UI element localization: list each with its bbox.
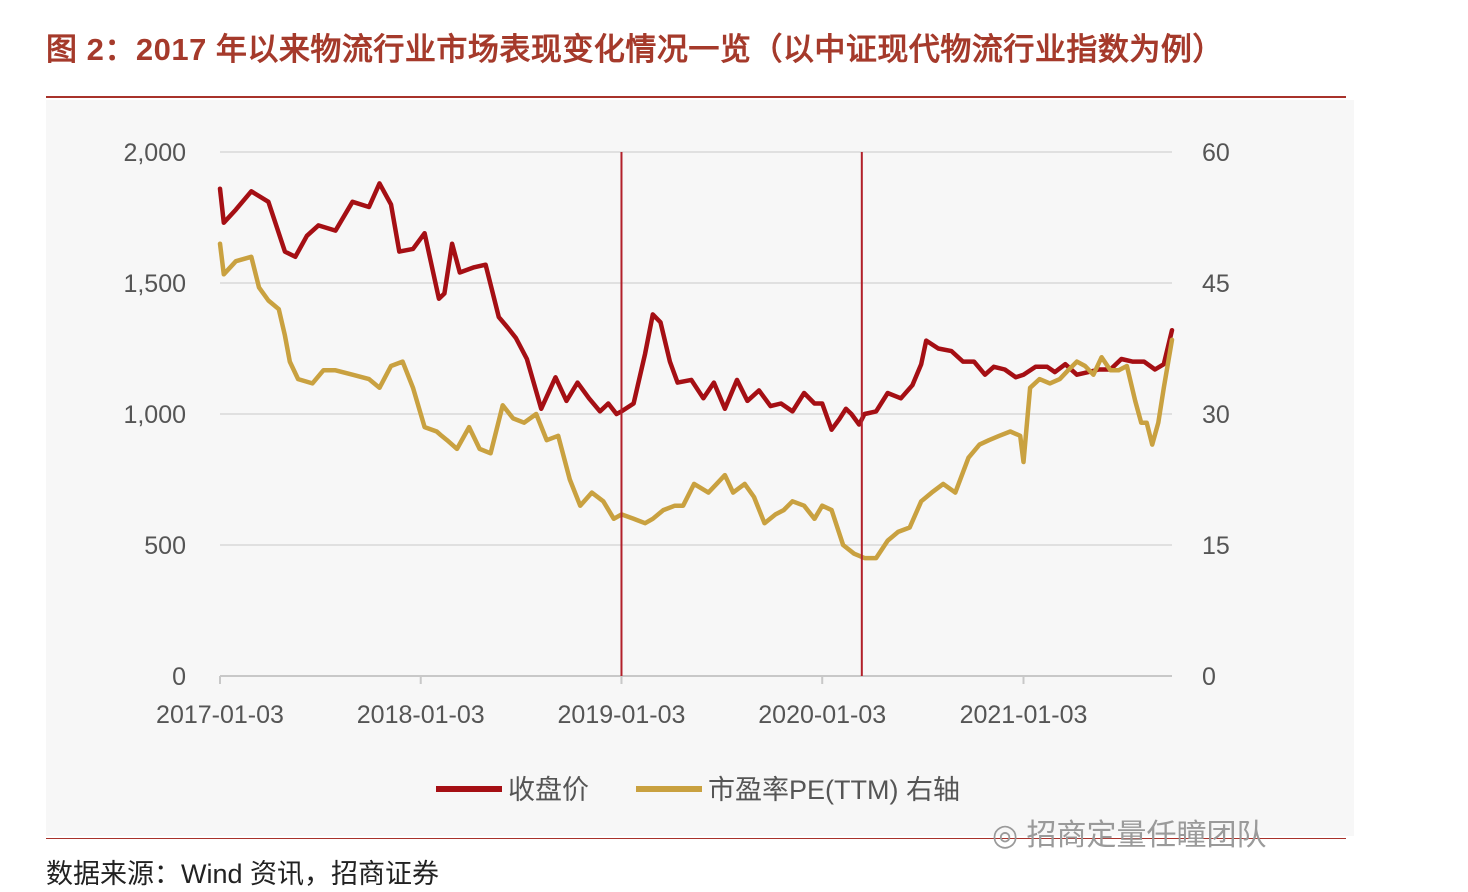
- footer-rule: [46, 838, 1346, 839]
- close-price-series-line: [217, 181, 1175, 432]
- title-rule: [46, 96, 1346, 98]
- x-tick-label: 2019-01-03: [558, 701, 686, 729]
- plot-background: [46, 100, 1354, 836]
- y-left-tick-label: 1,500: [123, 270, 186, 298]
- figure-title: 图 2：2017 年以来物流行业市场表现变化情况一览（以中证现代物流行业指数为例…: [46, 32, 1224, 67]
- legend-item-pe-ttm-label: 市盈率PE(TTM) 右轴: [708, 775, 960, 805]
- pe-ttm-series-line: [217, 241, 1175, 561]
- wechat-icon: ◎: [992, 819, 1019, 852]
- y-right-tick-label: 45: [1202, 270, 1230, 298]
- y-right-tick-label: 0: [1202, 663, 1216, 691]
- x-tick-label: 2018-01-03: [357, 701, 485, 729]
- watermark-text: 招商定量任瞳团队: [1026, 819, 1267, 852]
- x-tick-label: 2017-01-03: [156, 701, 284, 729]
- axes: 0 500 1,000 1,500 2,000 0 15 30 45 60 2017-01-03 20…: [123, 139, 1229, 729]
- y-right-tick-label: 15: [1202, 532, 1230, 560]
- y-right-tick-label: 30: [1202, 401, 1230, 429]
- x-tick-label: 2021-01-03: [960, 701, 1088, 729]
- x-tick-label: 2020-01-03: [758, 701, 886, 729]
- y-left-tick-label: 1,000: [123, 401, 186, 429]
- y-left-tick-label: 500: [144, 532, 186, 560]
- y-left-tick-label: 0: [172, 663, 186, 691]
- y-right-tick-label: 60: [1202, 139, 1230, 167]
- y-left-tick-label: 2,000: [123, 139, 186, 167]
- vertical-markers: [620, 152, 863, 676]
- grid-lines: [220, 151, 1172, 546]
- legend-item-close-price-label: 收盘价: [508, 775, 589, 805]
- source-note: 数据来源：Wind 资讯，招商证券: [46, 859, 440, 889]
- watermark: ◎ 招商定量任瞳团队: [992, 810, 1267, 854]
- legend: 收盘价 市盈率PE(TTM) 右轴: [436, 775, 960, 805]
- series-lines: [217, 181, 1175, 561]
